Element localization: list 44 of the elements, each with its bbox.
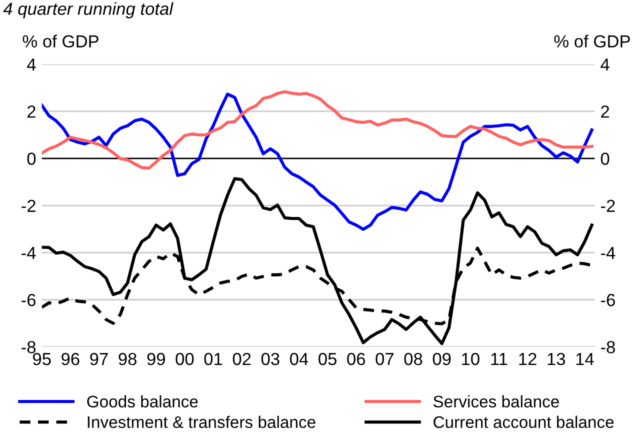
y-tick-label: 2 xyxy=(28,106,36,118)
y-tick-label: -6 xyxy=(22,294,36,306)
x-tick-label: 95 xyxy=(33,352,51,366)
x-tick-label: 06 xyxy=(347,352,366,366)
x-tick-label: 99 xyxy=(147,352,165,366)
line-series xyxy=(42,177,594,346)
line-series xyxy=(42,90,594,170)
x-tick-label: 98 xyxy=(118,352,136,366)
y2-tick-label: 2 xyxy=(601,106,610,118)
y2-tick-label: -6 xyxy=(601,294,615,306)
y2-axis-title: % of GDP xyxy=(554,34,630,48)
y2-tick-label: -4 xyxy=(601,247,616,259)
y2-tick-label: 4 xyxy=(600,58,610,71)
x-tick-label: 00 xyxy=(176,352,194,366)
x-tick-label: 12 xyxy=(519,352,536,366)
y-tick-label: -8 xyxy=(22,341,36,354)
legend-label: Services balance xyxy=(434,395,559,408)
y-tick-label: -4 xyxy=(22,247,36,259)
chart-title: 4 quarter running total xyxy=(3,2,174,18)
y-tick-label: 0 xyxy=(27,152,36,165)
x-tick-label: 05 xyxy=(318,352,336,366)
x-tick-label: 07 xyxy=(376,352,394,366)
y-tick-label: -2 xyxy=(22,200,36,212)
x-tick-label: 08 xyxy=(404,352,422,366)
legend-label: Current account balance xyxy=(434,416,614,428)
x-tick-label: 96 xyxy=(62,352,80,366)
line-series xyxy=(42,92,594,231)
legend-label: Investment & transfers balance xyxy=(88,416,316,428)
x-tick-label: 10 xyxy=(462,352,480,366)
y2-tick-label: 0 xyxy=(600,152,610,165)
y-axis-title: % of GDP xyxy=(22,34,98,48)
x-tick-label: 97 xyxy=(90,352,108,366)
x-tick-label: 13 xyxy=(548,352,566,366)
y2-tick-label: -8 xyxy=(601,341,615,354)
x-tick-label: 14 xyxy=(576,353,594,366)
legend-label: Goods balance xyxy=(87,395,198,408)
x-tick-label: 09 xyxy=(432,352,451,366)
x-tick-label: 04 xyxy=(290,352,308,366)
x-tick-label: 11 xyxy=(491,353,508,366)
x-tick-label: 03 xyxy=(261,352,280,366)
x-tick-label: 02 xyxy=(232,352,251,366)
x-tick-label: 01 xyxy=(204,352,222,366)
y2-tick-label: -2 xyxy=(601,200,615,212)
y-tick-label: 4 xyxy=(27,58,36,71)
